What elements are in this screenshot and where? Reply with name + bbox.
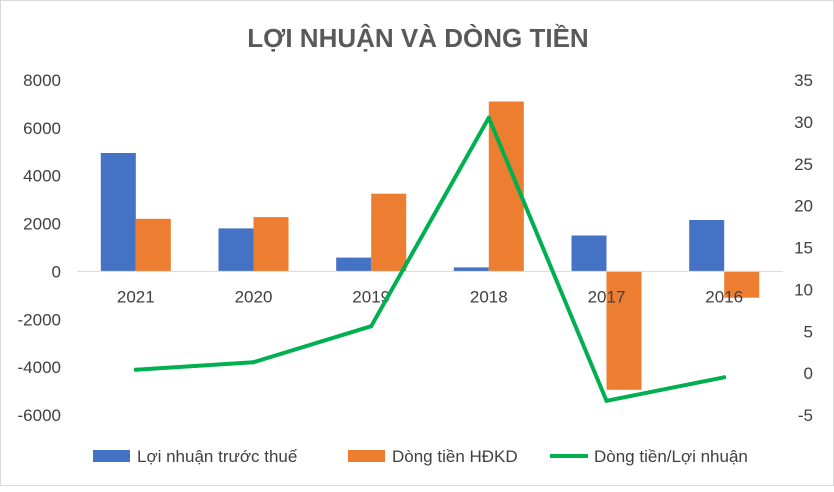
left-tick-label: 8000 [23,71,61,90]
right-tick-label: 30 [794,113,813,132]
right-tick-label: 25 [794,155,813,174]
left-tick-label: -2000 [18,310,61,329]
legend-swatch-loi-nhuan [93,450,130,462]
line-point-2018 [486,115,491,120]
left-axis-ticks: 8000 6000 4000 2000 0 -2000 -4000 -6000 [18,71,61,425]
bar-dong-tien-2019 [371,193,407,272]
right-tick-label: 0 [804,364,813,383]
left-tick-label: -4000 [18,358,61,377]
right-tick-label: 10 [794,280,813,299]
line-point-2017 [604,398,609,403]
legend-label-dong-tien-loi-nhuan: Dòng tiền/Lợi nhuận [594,447,748,466]
left-tick-label: 4000 [23,167,61,186]
bar-layer [100,101,760,390]
left-tick-label: 2000 [23,215,61,234]
right-tick-label: 35 [794,71,813,90]
right-tick-label: 20 [794,197,813,216]
line-layer [133,115,727,403]
bar-dong-tien-2016 [724,271,760,298]
category-label-2021: 2021 [117,287,155,306]
category-label-2018: 2018 [470,287,508,306]
category-label-2016: 2016 [705,287,743,306]
left-tick-label: 0 [52,262,61,281]
legend-label-loi-nhuan: Lợi nhuận trước thuế [137,447,298,466]
legend-label-dong-tien-hdkd: Dòng tiền HĐKD [392,447,518,466]
line-point-2016 [722,375,727,380]
legend: Lợi nhuận trước thuế Dòng tiền HĐKD Dòng t… [93,447,748,466]
bar-dong-tien-2017 [606,271,642,390]
line-point-2020 [251,360,256,365]
line-point-2021 [133,367,138,372]
left-tick-label: 6000 [23,119,61,138]
legend-swatch-dong-tien-hdkd [348,450,385,462]
chart-title: LỢI NHUẬN VÀ DÒNG TIỀN [247,23,588,53]
right-tick-label: 15 [794,239,813,258]
category-label-2017: 2017 [588,287,626,306]
category-label-2020: 2020 [235,287,273,306]
left-tick-label: -6000 [18,406,61,425]
category-labels: 2021 2020 2019 2018 2017 2016 [117,287,743,306]
line-point-2019 [369,324,374,329]
bar-loi-nhuan-2021 [100,153,136,272]
category-label-2019: 2019 [352,287,390,306]
bar-loi-nhuan-2020 [218,228,254,272]
right-tick-label: -5 [798,406,813,425]
bar-loi-nhuan-2016 [689,220,725,272]
bar-loi-nhuan-2017 [571,235,607,272]
bar-loi-nhuan-2018 [453,267,489,272]
bar-dong-tien-2020 [253,217,289,272]
bar-dong-tien-2021 [135,218,171,272]
right-axis-ticks: 35 30 25 20 15 10 5 0 -5 [794,71,813,425]
right-tick-label: 5 [804,322,813,341]
line-dong-tien-loi-nhuan [133,115,727,403]
bar-loi-nhuan-2019 [336,257,372,272]
